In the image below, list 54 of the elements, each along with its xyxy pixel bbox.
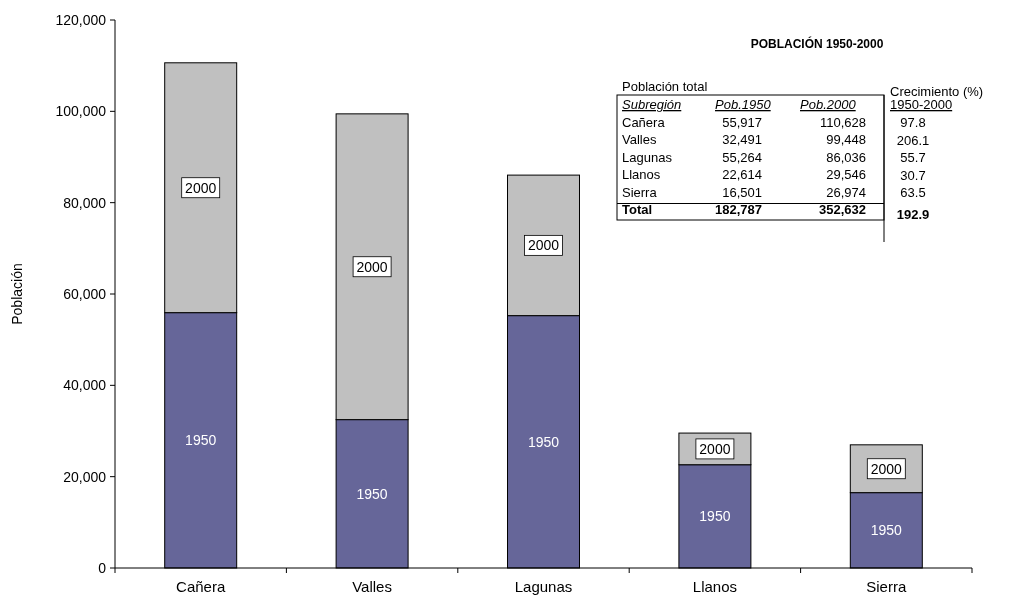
x-tick-label: Cañera (176, 578, 226, 595)
annotation: 16,501 (722, 184, 762, 200)
y-tick-label: 40,000 (63, 377, 107, 394)
y-tick-label: 60,000 (63, 286, 107, 302)
annotation: Sierra (622, 184, 658, 200)
annotation: Pob.1950 (715, 97, 772, 112)
annotation: 110,628 (819, 114, 866, 130)
x-tick-label: Valles (352, 578, 392, 595)
annotation: 30.7 (900, 167, 926, 183)
annotation: Valles (622, 132, 657, 147)
annotation: 192.9 (896, 206, 930, 222)
annotation: 55,917 (722, 114, 762, 130)
annotation: Cañera (622, 114, 666, 130)
text: 1950 (185, 432, 217, 449)
y-tick-label: 120,000 (55, 12, 107, 28)
y-tick-label: 20,000 (63, 468, 107, 485)
annotation: Población total (622, 79, 708, 94)
annotation: Lagunas (622, 149, 673, 165)
text: 2000 (356, 258, 388, 275)
text: 2000 (870, 460, 902, 477)
annotation: 86,036 (826, 149, 866, 165)
annotation: 29,546 (826, 167, 866, 182)
text: 2000 (527, 237, 560, 254)
text: 1950 (870, 522, 902, 539)
series-label: 2000 (699, 440, 731, 457)
annotation: 182,787 (715, 202, 762, 217)
text: 1950 (527, 433, 560, 450)
x-tick-label: Llanos (692, 578, 737, 595)
annotation: 55.7 (900, 150, 926, 165)
text: 2000 (185, 179, 217, 196)
annotation: 26,974 (826, 184, 866, 200)
text: POBLACIÓN 1950-2000 (750, 36, 884, 51)
series-label: 1950 (356, 485, 388, 502)
annotation: 1950-2000 (890, 97, 953, 112)
y-tick-label: 80,000 (63, 194, 107, 211)
annotation: 63.5 (900, 185, 926, 200)
annotation: Subregión (622, 97, 682, 112)
text: 1950 (699, 508, 731, 525)
x-tick-label: Sierra (866, 578, 907, 595)
y-tick-label: 0 (98, 560, 107, 576)
annotation: Total (622, 202, 653, 217)
annotation: 352,632 (819, 202, 866, 217)
y-axis-title: Población (9, 263, 25, 325)
annotation: Crecimiento (%) (890, 84, 984, 99)
annotation: Llanos (622, 167, 661, 182)
annotation: 22,614 (722, 167, 762, 182)
x-tick-label: Lagunas (514, 578, 573, 595)
y-tick-label: 100,000 (55, 103, 107, 120)
annotation: 99,448 (826, 132, 866, 147)
annotation: Pob.2000 (800, 97, 857, 112)
annotation: 97.8 (900, 115, 926, 130)
annotation: 206.1 (896, 132, 930, 148)
annotation: 55,264 (722, 149, 762, 165)
annotation: 32,491 (722, 132, 762, 147)
